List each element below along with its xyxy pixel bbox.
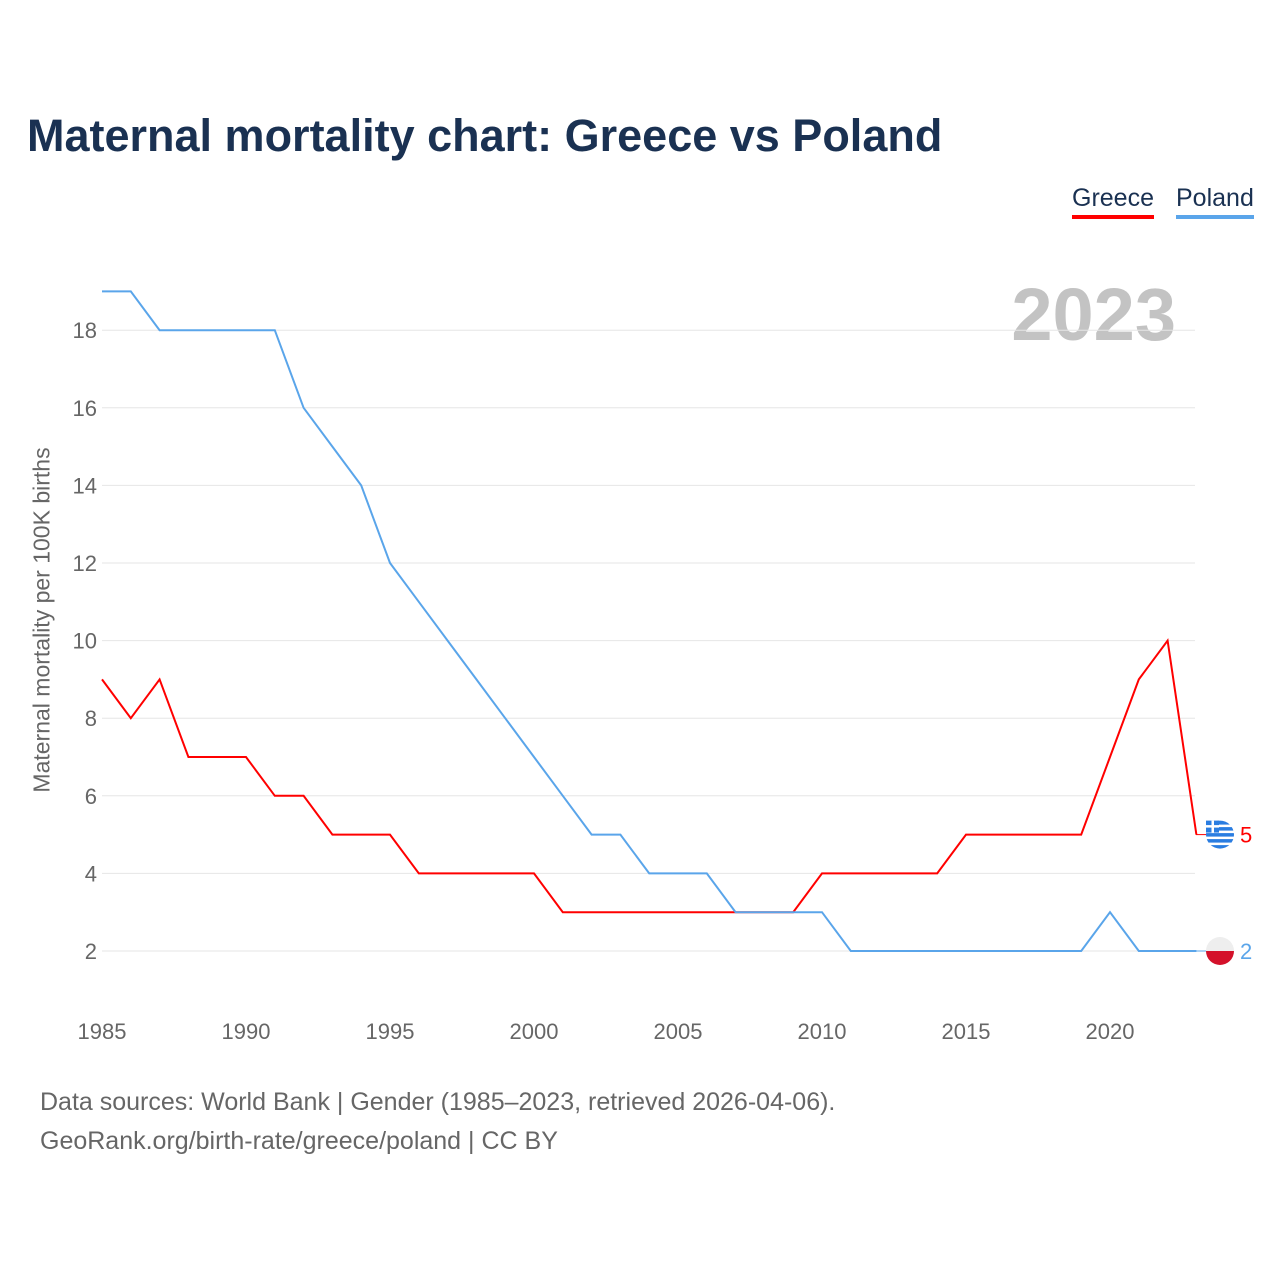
flag-red: [1206, 951, 1234, 965]
y-tick-label: 6: [85, 784, 97, 809]
x-tick-label: 2005: [654, 1019, 703, 1044]
end-value-label: 2: [1240, 939, 1252, 964]
series-line-poland: [102, 290, 1197, 952]
source-line-2[interactable]: GeoRank.org/birth-rate/greece/poland | C…: [40, 1127, 558, 1155]
x-tick-label: 2015: [942, 1019, 991, 1044]
x-tick-label: 2010: [798, 1019, 847, 1044]
flag-stripe: [1206, 836, 1234, 840]
x-tick-label: 2000: [510, 1019, 559, 1044]
flag-cross: [1211, 820, 1214, 833]
x-tick-label: 1985: [78, 1019, 127, 1044]
y-tick-label: 14: [73, 473, 97, 498]
poland-flag-icon: [1206, 937, 1234, 965]
x-tick-label: 2020: [1086, 1019, 1135, 1044]
chart-title: Maternal mortality chart: Greece vs Pola…: [27, 110, 943, 161]
greece-flag-icon: [1206, 820, 1234, 849]
y-tick-label: 4: [85, 861, 97, 886]
y-tick-label: 2: [85, 939, 97, 964]
series-line-greece: [101, 638, 1198, 914]
flag-stripe: [1206, 830, 1234, 834]
source-line-1: Data sources: World Bank | Gender (1985–…: [40, 1088, 836, 1116]
flag-stripe: [1206, 824, 1234, 828]
x-tick-label: 1990: [222, 1019, 271, 1044]
y-tick-label: 10: [73, 629, 97, 654]
legend-poland[interactable]: Poland: [1176, 184, 1254, 219]
year-label: 2023: [1011, 273, 1176, 356]
y-tick-label: 16: [73, 396, 97, 421]
x-tick-label: 1995: [366, 1019, 415, 1044]
y-tick-label: 18: [73, 318, 97, 343]
end-value-label: 5: [1240, 823, 1252, 848]
y-tick-label: 8: [85, 706, 97, 731]
flag-stripe: [1206, 842, 1234, 846]
legend-greece[interactable]: Greece: [1072, 184, 1154, 219]
y-tick-label: 12: [73, 551, 97, 576]
